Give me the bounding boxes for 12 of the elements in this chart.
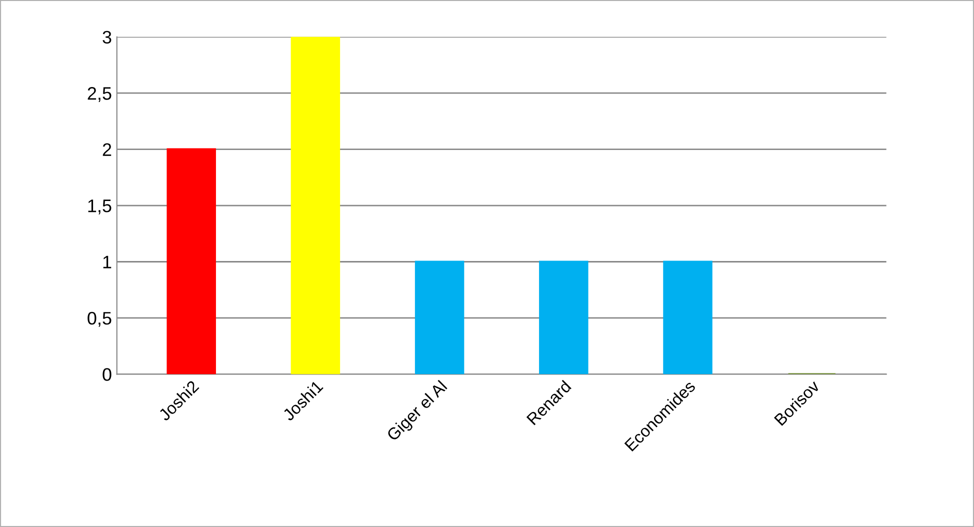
y-tick-label: 1,5	[88, 200, 112, 214]
y-tick-label: 0	[102, 368, 112, 381]
bar	[663, 260, 712, 374]
bar	[414, 260, 464, 374]
y-tick-label: 2	[102, 143, 112, 156]
y-tick-label: 2,5	[88, 87, 112, 102]
y-tick-label: 1	[103, 256, 112, 268]
y-tick-label: 0,5	[88, 312, 112, 327]
y-tick-label: 3	[102, 30, 112, 44]
bar	[166, 148, 216, 374]
bar	[290, 36, 340, 374]
bar	[539, 260, 588, 374]
